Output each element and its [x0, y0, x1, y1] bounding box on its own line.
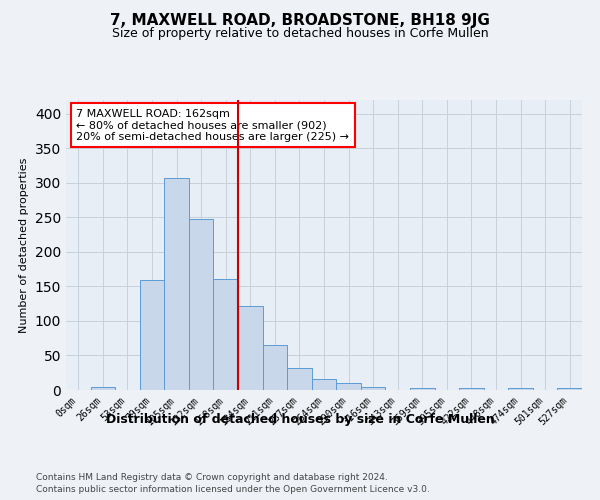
Bar: [189, 220, 214, 390]
Bar: [263, 345, 287, 390]
Bar: [312, 379, 336, 390]
Bar: [459, 388, 484, 390]
Y-axis label: Number of detached properties: Number of detached properties: [19, 158, 29, 332]
Bar: [91, 386, 115, 390]
Text: Contains HM Land Registry data © Crown copyright and database right 2024.: Contains HM Land Registry data © Crown c…: [36, 472, 388, 482]
Text: 7 MAXWELL ROAD: 162sqm
← 80% of detached houses are smaller (902)
20% of semi-de: 7 MAXWELL ROAD: 162sqm ← 80% of detached…: [76, 108, 349, 142]
Text: Size of property relative to detached houses in Corfe Mullen: Size of property relative to detached ho…: [112, 28, 488, 40]
Bar: [410, 388, 434, 390]
Bar: [164, 178, 189, 390]
Bar: [336, 383, 361, 390]
Text: Distribution of detached houses by size in Corfe Mullen: Distribution of detached houses by size …: [106, 412, 494, 426]
Bar: [557, 388, 582, 390]
Bar: [508, 388, 533, 390]
Text: 7, MAXWELL ROAD, BROADSTONE, BH18 9JG: 7, MAXWELL ROAD, BROADSTONE, BH18 9JG: [110, 12, 490, 28]
Bar: [238, 306, 263, 390]
Bar: [214, 279, 238, 390]
Bar: [287, 368, 312, 390]
Bar: [140, 280, 164, 390]
Bar: [361, 387, 385, 390]
Text: Contains public sector information licensed under the Open Government Licence v3: Contains public sector information licen…: [36, 485, 430, 494]
